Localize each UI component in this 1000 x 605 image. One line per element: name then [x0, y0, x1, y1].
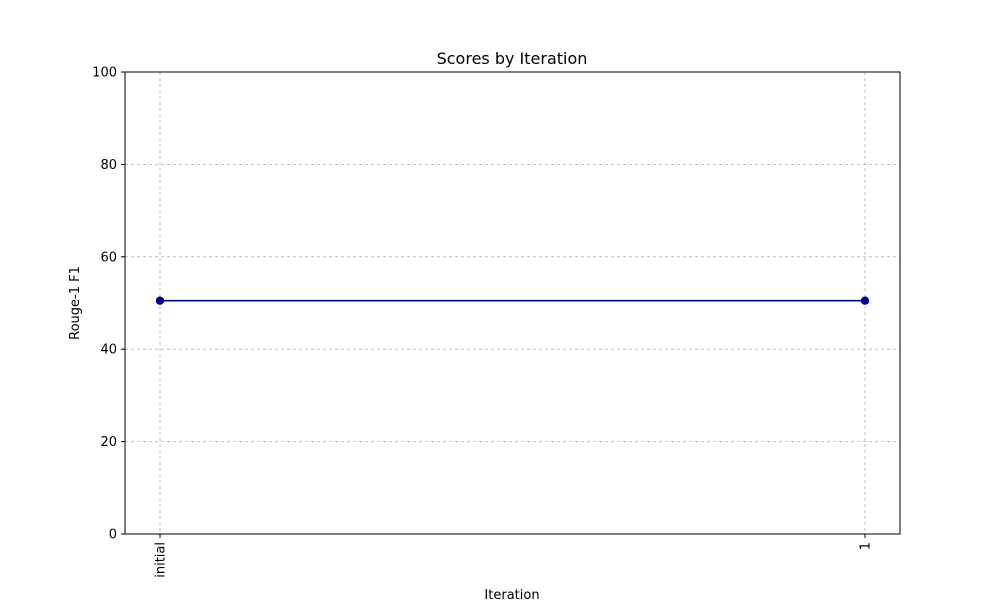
- axes-layer: 0 20 40 60 80 100 initial 1: [92, 66, 901, 578]
- series-layer: [155, 296, 870, 305]
- data-point: [155, 296, 165, 305]
- y-tick-label: 0: [109, 528, 117, 543]
- y-tick-label: 60: [100, 250, 117, 265]
- y-tick-label: 100: [92, 66, 117, 81]
- grid-layer: [125, 71, 900, 535]
- x-tick-label: initial: [154, 542, 169, 578]
- x-tick-label: 1: [859, 542, 874, 550]
- data-point: [860, 296, 870, 305]
- y-tick-label: 80: [100, 158, 117, 173]
- y-tick-label: 20: [100, 435, 117, 450]
- plot-frame: [124, 71, 901, 535]
- chart-title: Scores by Iteration: [437, 49, 588, 68]
- y-axis-label: Rouge-1 F1: [68, 266, 83, 340]
- y-tick-label: 40: [100, 343, 117, 358]
- x-axis-label: Iteration: [484, 588, 539, 600]
